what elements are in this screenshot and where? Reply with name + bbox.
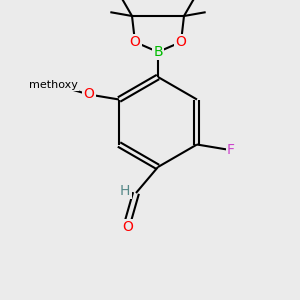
Text: B: B [153, 45, 163, 59]
Text: O: O [176, 35, 186, 49]
Text: O: O [84, 88, 94, 101]
Text: F: F [227, 142, 235, 157]
Text: O: O [123, 220, 134, 234]
Text: H: H [120, 184, 130, 198]
Text: methoxy: methoxy [28, 80, 77, 89]
Text: O: O [130, 35, 140, 49]
